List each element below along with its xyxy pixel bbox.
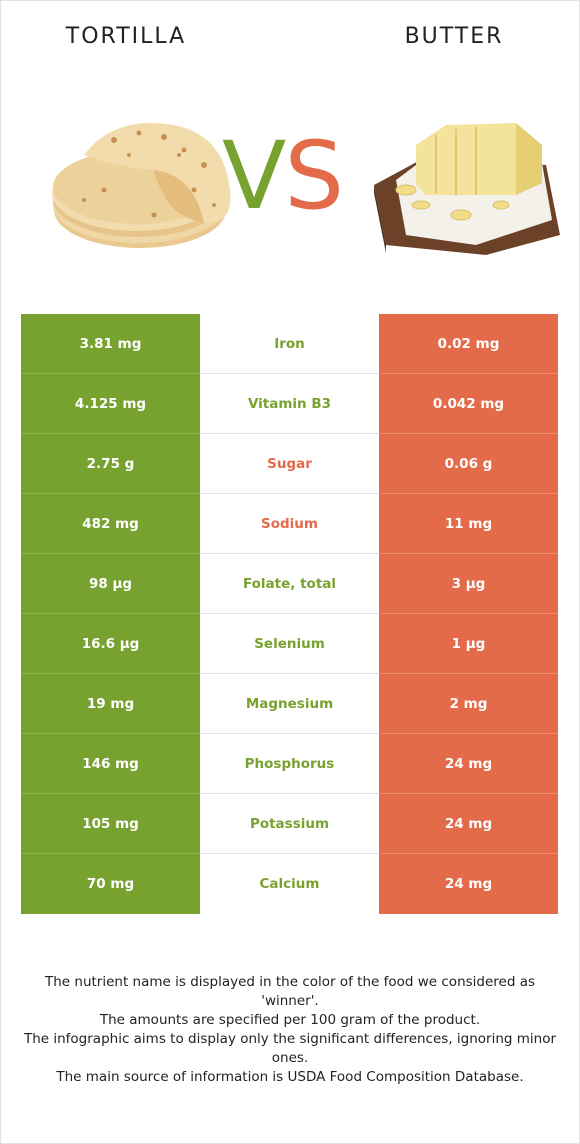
tortilla-value: 482 mg [21,494,200,554]
nutrient-name: Sugar [200,434,379,494]
nutrient-name: Potassium [200,794,379,854]
comparison-table: 3.81 mg Iron 0.02 mg 4.125 mg Vitamin B3 0.04… [21,314,558,914]
footer-line-source: The main source of information is USDA F… [56,1069,524,1085]
left-food-title: TORTILLA [65,24,187,49]
butter-value: 24 mg [379,794,558,854]
butter-value: 0.06 g [379,434,558,494]
tortilla-value: 4.125 mg [21,374,200,434]
table-row: 3.81 mg Iron 0.02 mg [21,314,558,374]
butter-value: 0.042 mg [379,374,558,434]
tortilla-image [52,123,231,248]
nutrient-name: Sodium [200,494,379,554]
table-row: 19 mg Magnesium 2 mg [21,674,558,734]
tortilla-value: 70 mg [21,854,200,914]
vs-label: VS [222,122,344,231]
nutrient-name: Magnesium [200,674,379,734]
nutrient-name: Vitamin B3 [200,374,379,434]
nutrient-name: Selenium [200,614,379,674]
table-row: 98 µg Folate, total 3 µg [21,554,558,614]
butter-value: 3 µg [379,554,558,614]
tortilla-value: 19 mg [21,674,200,734]
footer-line-amounts: The amounts are specified per 100 gram o… [99,1012,481,1028]
footer-line-winner: The nutrient name is displayed in the co… [44,974,536,1009]
butter-value: 0.02 mg [379,314,558,374]
right-food-title: BUTTER [404,24,504,49]
butter-image [374,123,560,255]
footer-notes: The nutrient name is displayed in the co… [18,973,562,1087]
tortilla-value: 2.75 g [21,434,200,494]
table-row: 105 mg Potassium 24 mg [21,794,558,854]
table-row: 4.125 mg Vitamin B3 0.042 mg [21,374,558,434]
table-row: 2.75 g Sugar 0.06 g [21,434,558,494]
table-row: 70 mg Calcium 24 mg [21,854,558,914]
butter-value: 2 mg [379,674,558,734]
table-row: 482 mg Sodium 11 mg [21,494,558,554]
tortilla-value: 146 mg [21,734,200,794]
nutrient-name: Folate, total [200,554,379,614]
butter-value: 24 mg [379,734,558,794]
butter-value: 24 mg [379,854,558,914]
tortilla-value: 3.81 mg [21,314,200,374]
tortilla-value: 16.6 µg [21,614,200,674]
tortilla-value: 105 mg [21,794,200,854]
butter-value: 1 µg [379,614,558,674]
table-row: 146 mg Phosphorus 24 mg [21,734,558,794]
table-row: 16.6 µg Selenium 1 µg [21,614,558,674]
tortilla-value: 98 µg [21,554,200,614]
footer-line-aim: The infographic aims to display only the… [23,1031,557,1066]
nutrient-name: Iron [200,314,379,374]
nutrient-name: Calcium [200,854,379,914]
nutrient-name: Phosphorus [200,734,379,794]
butter-value: 11 mg [379,494,558,554]
